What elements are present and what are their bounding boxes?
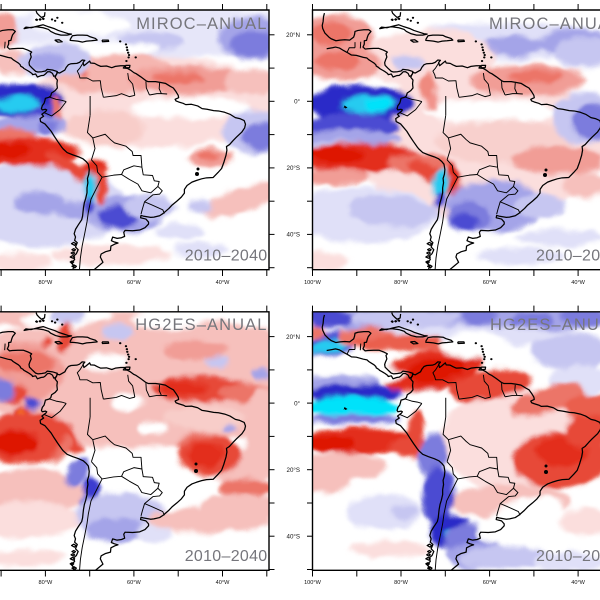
svg-text:60°W: 60°W — [483, 580, 497, 586]
svg-text:20°N: 20°N — [286, 32, 300, 39]
svg-text:20°S: 20°S — [287, 467, 300, 474]
svg-text:100°W: 100°W — [304, 580, 322, 586]
svg-text:MIROC–ANUAL: MIROC–ANUAL — [489, 15, 600, 33]
svg-text:2010–2040: 2010–2040 — [536, 548, 600, 565]
svg-text:MIROC–ANUAL: MIROC–ANUAL — [136, 15, 267, 33]
svg-text:20°S: 20°S — [287, 165, 300, 172]
svg-text:40°S: 40°S — [287, 534, 300, 541]
svg-text:40°W: 40°W — [216, 280, 230, 286]
svg-text:40°W: 40°W — [571, 280, 585, 286]
svg-text:80°W: 80°W — [394, 580, 408, 586]
svg-text:60°W: 60°W — [127, 580, 141, 586]
svg-text:80°W: 80°W — [39, 280, 53, 286]
svg-text:60°W: 60°W — [483, 280, 497, 286]
svg-text:40°W: 40°W — [571, 580, 585, 586]
svg-text:2010–2040: 2010–2040 — [185, 548, 268, 565]
svg-text:20°N: 20°N — [286, 334, 300, 341]
svg-text:2010–2040: 2010–2040 — [536, 248, 600, 265]
svg-text:80°W: 80°W — [39, 580, 53, 586]
svg-text:40°S: 40°S — [287, 232, 300, 239]
svg-text:0°: 0° — [294, 99, 300, 106]
svg-text:0°: 0° — [294, 400, 300, 407]
svg-text:HG2ES–ANUAL: HG2ES–ANUAL — [490, 316, 600, 334]
svg-text:40°W: 40°W — [216, 580, 230, 586]
svg-text:HG2ES–ANUAL: HG2ES–ANUAL — [135, 316, 267, 334]
svg-text:2010–2040: 2010–2040 — [185, 248, 268, 265]
svg-text:60°W: 60°W — [127, 280, 141, 286]
svg-text:80°W: 80°W — [394, 280, 408, 286]
svg-text:100°W: 100°W — [304, 280, 322, 286]
